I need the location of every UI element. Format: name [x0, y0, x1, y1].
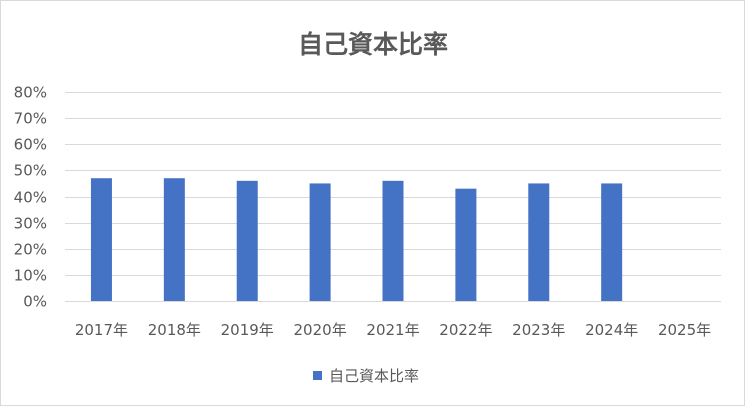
x-tick-label: 2023年: [512, 321, 565, 339]
legend-swatch: [313, 371, 322, 380]
y-tick-label: 40%: [14, 189, 47, 207]
x-tick-label: 2025年: [658, 321, 711, 339]
bar-2020年: [309, 183, 331, 301]
y-tick-label: 50%: [14, 162, 47, 180]
y-tick-label: 20%: [14, 241, 47, 259]
chart-title: 自己資本比率: [298, 30, 448, 59]
legend: 自己資本比率: [313, 367, 419, 385]
y-axis-tick-labels: 0% 10% 20% 30% 40% 50% 60% 70% 80%: [14, 84, 47, 311]
legend-label: 自己資本比率: [329, 367, 419, 385]
bar-2017年: [90, 178, 112, 301]
y-tick-label: 0%: [23, 293, 47, 311]
x-tick-label: 2018年: [148, 321, 201, 339]
x-tick-label: 2017年: [75, 321, 128, 339]
bar-2021年: [382, 180, 404, 301]
bar-series: [90, 178, 623, 301]
bar-2019年: [236, 180, 258, 301]
x-axis-tick-labels: 2017年 2018年 2019年 2020年 2021年 2022年 2023年 2024年…: [75, 321, 711, 339]
bar-2023年: [528, 183, 550, 301]
x-tick-label: 2024年: [585, 321, 638, 339]
y-tick-label: 70%: [14, 110, 47, 128]
y-tick-label: 10%: [14, 267, 47, 285]
x-tick-label: 2021年: [366, 321, 419, 339]
bar-2024年: [601, 183, 623, 301]
y-tick-label: 60%: [14, 136, 47, 154]
y-tick-label: 80%: [14, 84, 47, 102]
x-tick-label: 2020年: [294, 321, 347, 339]
x-tick-label: 2019年: [221, 321, 274, 339]
y-tick-label: 30%: [14, 215, 47, 233]
bar-2018年: [163, 178, 185, 301]
bar-2022年: [455, 188, 477, 301]
x-tick-label: 2022年: [439, 321, 492, 339]
